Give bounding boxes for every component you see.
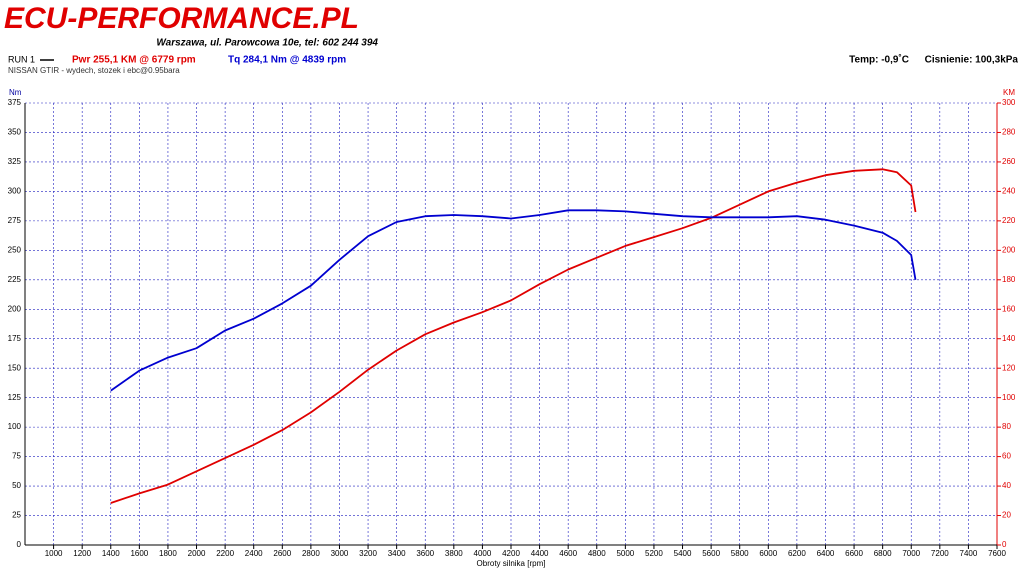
series-line: [110, 168, 917, 504]
x-axis-label: Obroty silnika [rpm]: [477, 559, 546, 568]
x-tick-label: 4600: [559, 549, 577, 558]
y2-tick-label: 140: [1002, 334, 1016, 343]
y-tick-label: 375: [8, 98, 22, 107]
y2-tick-label: 160: [1002, 304, 1016, 313]
x-tick-label: 4800: [588, 549, 606, 558]
y2-tick-label: 200: [1002, 245, 1016, 254]
y-tick-label: 350: [8, 128, 22, 137]
y-tick-label: 150: [8, 363, 22, 372]
x-tick-label: 2800: [302, 549, 320, 558]
x-tick-label: 6800: [874, 549, 892, 558]
y-tick-label: 125: [8, 393, 22, 402]
run-label: RUN 1: [8, 54, 35, 64]
logo: ECU-PERFORMANCE.PL: [4, 2, 359, 35]
grid: 1000 1200 1400 1600 1800 2000 2200 2400 2600 2800…: [8, 98, 1016, 558]
y2-tick-label: 260: [1002, 157, 1016, 166]
x-tick-label: 4200: [502, 549, 520, 558]
x-tick-label: 7200: [931, 549, 949, 558]
y2-tick-label: 0: [1002, 540, 1007, 549]
x-tick-label: 4000: [474, 549, 492, 558]
y-tick-label: 275: [8, 216, 22, 225]
x-tick-label: 5000: [616, 549, 634, 558]
x-tick-label: 7000: [902, 549, 920, 558]
y-axis-label: Nm: [9, 88, 22, 97]
x-tick-label: 5200: [645, 549, 663, 558]
x-tick-label: 2000: [188, 549, 206, 558]
legend-entry: Pwr 255,1 KM @ 6779 rpm: [72, 55, 196, 66]
x-tick-label: 6200: [788, 549, 806, 558]
x-tick-label: 1800: [159, 549, 177, 558]
series-line: [110, 209, 917, 392]
x-tick-label: 3400: [388, 549, 406, 558]
x-tick-label: 1400: [102, 549, 120, 558]
x-tick-label: 5800: [731, 549, 749, 558]
y-tick-label: 325: [8, 157, 22, 166]
y2-tick-label: 280: [1002, 128, 1016, 137]
x-tick-label: 2600: [273, 549, 291, 558]
y-tick-label: 50: [12, 481, 21, 490]
y2-tick-label: 80: [1002, 422, 1011, 431]
y-tick-label: 75: [12, 452, 21, 461]
x-tick-label: 2400: [245, 549, 263, 558]
y2-axis-label: KM: [1003, 88, 1015, 97]
x-tick-label: 1600: [130, 549, 148, 558]
y2-tick-label: 20: [1002, 511, 1011, 520]
x-tick-label: 4400: [531, 549, 549, 558]
y2-tick-label: 220: [1002, 216, 1016, 225]
y-tick-label: 200: [8, 304, 22, 313]
y-tick-label: 0: [17, 540, 22, 549]
x-tick-label: 6400: [817, 549, 835, 558]
y2-tick-label: 100: [1002, 393, 1016, 402]
x-tick-label: 6600: [845, 549, 863, 558]
x-tick-label: 2200: [216, 549, 234, 558]
plot: [110, 168, 917, 504]
legend-entry: Tq 284,1 Nm @ 4839 rpm: [228, 55, 346, 66]
y2-tick-label: 240: [1002, 187, 1016, 196]
x-tick-label: 3000: [331, 549, 349, 558]
y-tick-label: 250: [8, 245, 22, 254]
y-tick-label: 25: [12, 511, 21, 520]
y-tick-label: 300: [8, 187, 22, 196]
x-tick-label: 3800: [445, 549, 463, 558]
x-tick-label: 6000: [759, 549, 777, 558]
pressure: Cisnienie: 100,3kPa: [925, 55, 1019, 66]
address: Warszawa, ul. Parowcowa 10e, tel: 602 24…: [156, 38, 378, 49]
x-tick-label: 5400: [674, 549, 692, 558]
y2-tick-label: 300: [1002, 98, 1016, 107]
temp: Temp: -0,9˚C: [849, 54, 909, 66]
note: NISSAN GTIR - wydech, stozek i ebc@0.95b…: [8, 66, 180, 75]
x-tick-label: 1000: [45, 549, 63, 558]
x-tick-label: 5600: [702, 549, 720, 558]
y2-tick-label: 40: [1002, 481, 1011, 490]
x-tick-label: 7600: [988, 549, 1006, 558]
y-tick-label: 100: [8, 422, 22, 431]
x-tick-label: 1200: [73, 549, 91, 558]
y2-tick-label: 120: [1002, 363, 1016, 372]
y2-tick-label: 60: [1002, 452, 1011, 461]
y-tick-label: 175: [8, 334, 22, 343]
x-tick-label: 3600: [416, 549, 434, 558]
x-tick-label: 3200: [359, 549, 377, 558]
x-tick-label: 7400: [960, 549, 978, 558]
y-tick-label: 225: [8, 275, 22, 284]
y2-tick-label: 180: [1002, 275, 1016, 284]
